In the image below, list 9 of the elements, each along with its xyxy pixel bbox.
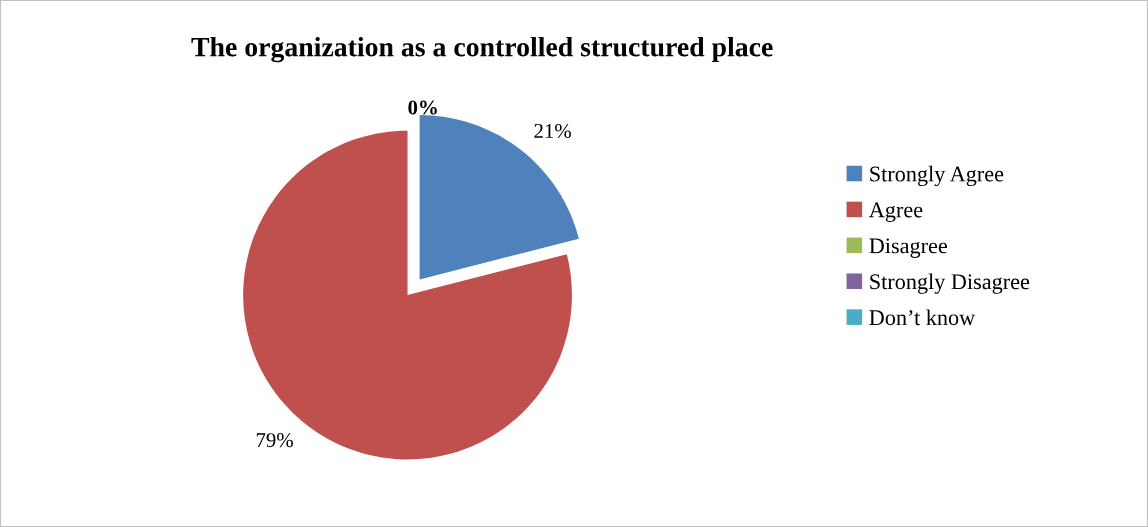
legend-label: Strongly Disagree (870, 273, 1030, 294)
chart-title: The organization as a controlled structured place (191, 36, 773, 63)
text: 0% (408, 100, 437, 115)
data-label: 21% (534, 123, 571, 138)
legend-label: Disagree (869, 238, 947, 258)
legend-label: Agree (869, 202, 923, 222)
legend-label: Don’t know (869, 309, 976, 326)
legend-label: Strongly Agree (870, 165, 1004, 187)
data-label: 79% (256, 433, 293, 448)
